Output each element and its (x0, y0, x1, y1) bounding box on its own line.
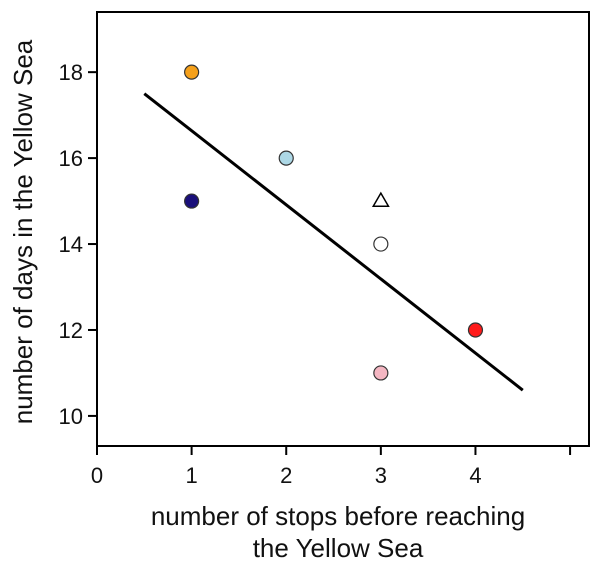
x-tick-label: 3 (375, 463, 387, 488)
x-axis-title-line-2: the Yellow Sea (253, 533, 424, 561)
x-tick-label: 4 (469, 463, 481, 488)
data-point (278, 150, 294, 166)
y-tick-label: 14 (59, 232, 83, 257)
trendline-group (143, 92, 524, 392)
y-tick-label: 18 (59, 60, 83, 85)
y-tick-label: 10 (59, 404, 83, 429)
data-point (373, 365, 389, 381)
y-tick-label: 16 (59, 146, 83, 171)
data-point (467, 322, 484, 338)
data-point (373, 236, 389, 252)
y-tick-label: 12 (59, 318, 83, 343)
axes (96, 11, 590, 447)
data-point (184, 64, 200, 80)
plot-frame (96, 11, 590, 447)
x-axis-ticks: 0 1 2 3 4 (91, 446, 572, 488)
x-tick-label: 2 (280, 463, 292, 488)
x-tick-label: 1 (185, 463, 197, 488)
y-axis-title: number of days in the Yellow Sea (8, 39, 38, 424)
data-point-triangle (371, 191, 390, 208)
trendline (143, 92, 524, 392)
y-axis-ticks: 10 12 14 16 18 (59, 60, 97, 429)
data-points (184, 64, 484, 381)
x-tick-label: 0 (91, 463, 103, 488)
data-point (184, 193, 200, 209)
x-axis-title-line-1: number of stops before reaching (151, 501, 525, 531)
